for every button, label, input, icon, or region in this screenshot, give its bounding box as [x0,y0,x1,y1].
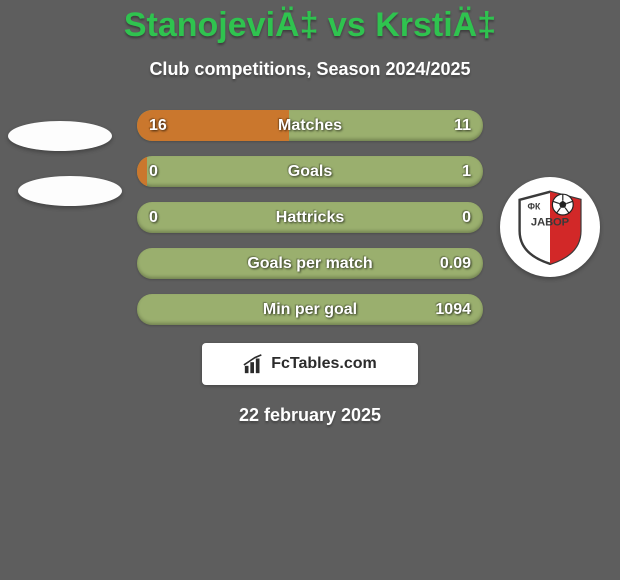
attribution[interactable]: FcTables.com [202,343,418,385]
stat-value-left: 16 [149,117,167,135]
subtitle: Club competitions, Season 2024/2025 [0,59,620,80]
comparison-card: StanojeviÄ‡ vs KrstiÄ‡ Club competitions… [0,0,620,580]
javor-shield-icon: ФК ЈАВОР [510,187,590,267]
stat-value-right: 1 [462,163,471,181]
stat-label: Hattricks [276,209,344,227]
stat-row: Min per goal 1094 [137,294,483,325]
team-a-logo-placeholder-2 [18,176,122,206]
bars-icon [243,353,265,375]
page-title: StanojeviÄ‡ vs KrstiÄ‡ [0,0,620,45]
team-b-logo: ФК ЈАВОР [500,177,600,277]
stat-value-right: 1094 [435,301,471,319]
stat-label: Matches [278,117,342,135]
stat-label: Min per goal [263,301,357,319]
stat-label: Goals per match [247,255,372,273]
stat-value-right: 0.09 [440,255,471,273]
stat-fill [137,156,147,187]
logo-text-top: ФК [528,201,542,211]
stat-value-left: 0 [149,163,158,181]
stat-value-right: 0 [462,209,471,227]
stat-row: Goals 0 1 [137,156,483,187]
stat-row: Goals per match 0.09 [137,248,483,279]
date-text: 22 february 2025 [0,405,620,426]
team-a-logo-placeholder-1 [8,121,112,151]
stat-value-right: 11 [454,117,471,135]
stat-row: Matches 16 11 [137,110,483,141]
stat-row: Hattricks 0 0 [137,202,483,233]
logo-text-mid: ЈАВОР [531,216,570,228]
stat-label: Goals [288,163,332,181]
stat-value-left: 0 [149,209,158,227]
attribution-text: FcTables.com [271,355,377,373]
